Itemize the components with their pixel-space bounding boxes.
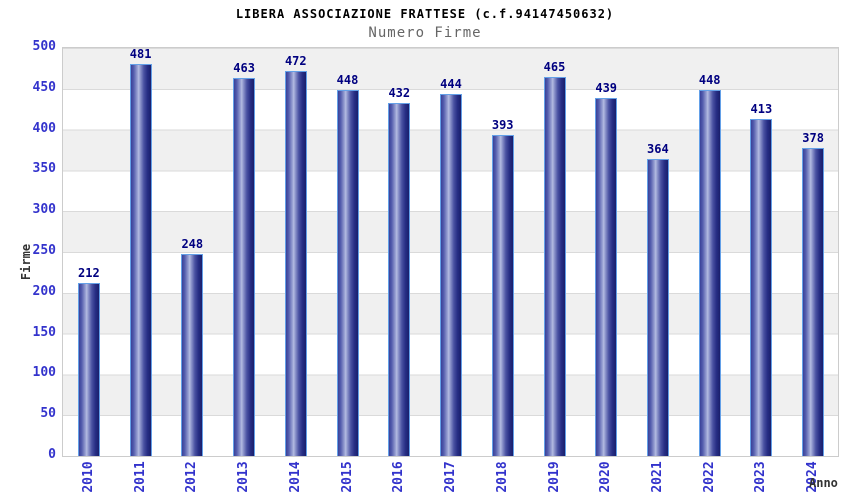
bar: [233, 78, 256, 456]
bar: [336, 90, 359, 456]
bar-value-label: 465: [543, 60, 566, 74]
bar: [543, 77, 566, 456]
x-tick-label: 2010: [80, 461, 96, 493]
y-tick-label: 0: [48, 447, 56, 462]
bar: [440, 94, 462, 456]
bar-value-label: 472: [284, 54, 307, 68]
bar-value-label: 378: [802, 131, 824, 145]
bar-value-label: 481: [129, 47, 152, 61]
x-tick-label: 2017: [443, 461, 458, 493]
bars-layer: 212 481 248 463 472 448 432 444 393 465 439 364 448 4…: [63, 47, 839, 456]
x-tick-label: 2011: [132, 461, 148, 493]
x-tick-label: 2020: [598, 461, 614, 493]
bar: [595, 98, 618, 456]
y-tick-label: 100: [32, 365, 56, 381]
bar: [77, 283, 100, 456]
bar-value-label: 364: [647, 142, 669, 156]
x-tick-label: 2021: [649, 461, 665, 493]
x-tick-label: 2023: [753, 461, 769, 493]
bar: [388, 103, 411, 456]
x-tick-label: 2018: [494, 461, 510, 493]
y-tick-label: 400: [32, 120, 56, 136]
x-axis-title: Anno: [809, 476, 838, 490]
bar: [491, 135, 514, 456]
bar-value-label: 413: [750, 102, 773, 116]
y-tick-label: 50: [40, 406, 56, 422]
y-axis: 0 50 100 150 200 250 300 350 400 450 500: [0, 39, 56, 462]
bar: [129, 64, 152, 456]
x-tick-label: 2012: [184, 461, 200, 493]
bar: [646, 159, 669, 456]
bar-value-label: 439: [595, 81, 618, 95]
bar-value-label: 463: [233, 61, 255, 75]
y-tick-label: 300: [32, 202, 56, 218]
bar-value-label: 393: [491, 118, 514, 132]
x-tick-label: 2014: [287, 461, 303, 493]
bar: [750, 119, 773, 456]
y-tick-label: 500: [32, 39, 56, 54]
bar-value-label: 212: [78, 266, 100, 280]
x-tick-label: 2019: [546, 461, 562, 493]
bar-value-label: 432: [388, 86, 411, 100]
y-tick-label: 350: [32, 161, 56, 177]
x-tick-label: 2013: [236, 461, 252, 493]
bar: [284, 71, 307, 456]
x-tick-label: 2015: [339, 461, 355, 493]
y-tick-label: 250: [32, 243, 56, 258]
y-tick-label: 150: [32, 324, 56, 340]
x-axis: 2010 2011 2012 2013 2014 2015 2016 2017 2018 2019…: [63, 458, 839, 500]
bar-value-label: 448: [336, 73, 359, 87]
bar: [698, 90, 721, 456]
y-tick-label: 450: [32, 79, 56, 95]
bar-value-label: 248: [181, 237, 204, 251]
x-tick-label: 2022: [701, 461, 717, 493]
x-tick-label: 2016: [391, 461, 407, 493]
bar: [181, 254, 204, 456]
bar: [802, 148, 825, 456]
chart-title: LIBERA ASSOCIAZIONE FRATTESE (c.f.941474…: [235, 7, 615, 21]
y-axis-title: Firme: [19, 243, 33, 281]
bar-value-label: 448: [698, 73, 721, 87]
y-tick-label: 200: [32, 283, 56, 299]
chart-subtitle: Numero Firme: [368, 25, 482, 41]
bar-value-label: 444: [440, 77, 462, 91]
